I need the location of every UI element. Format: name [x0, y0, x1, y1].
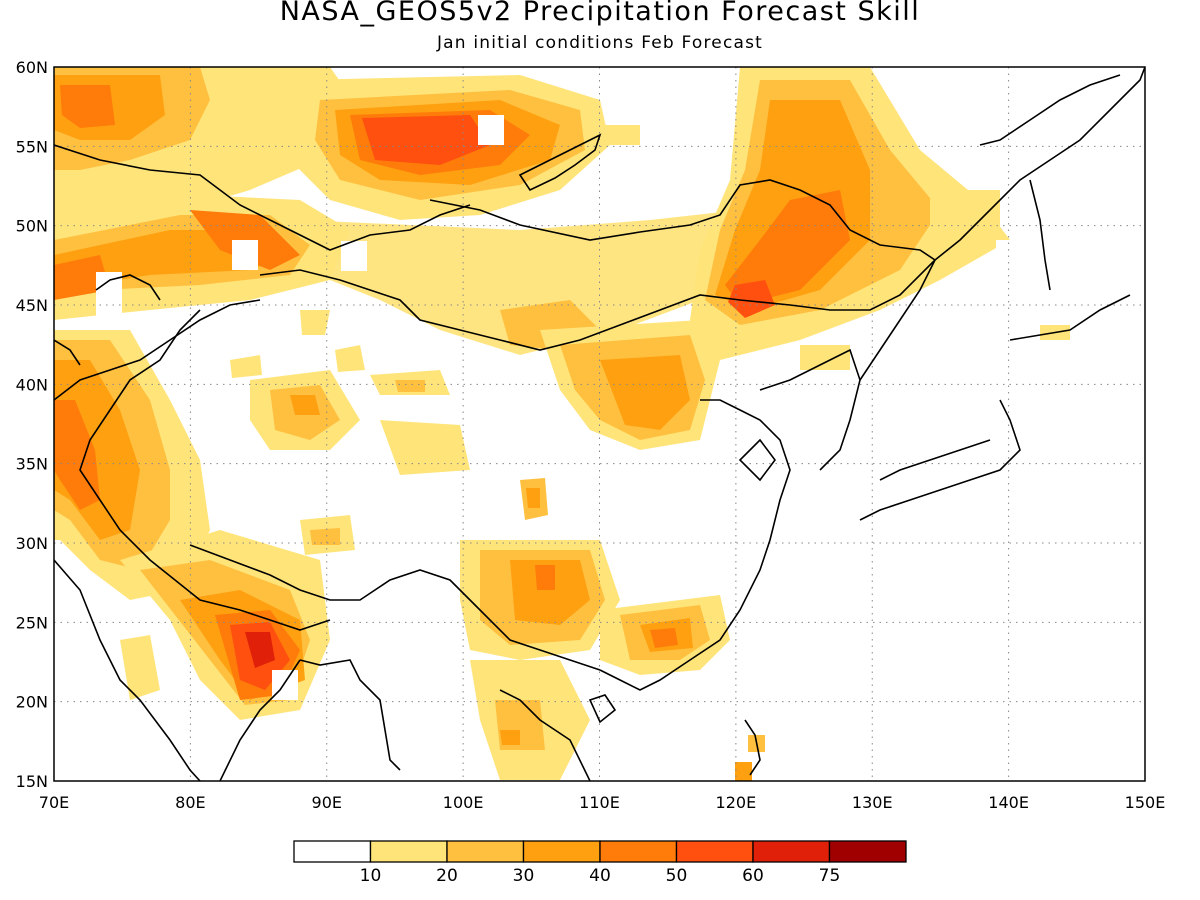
legend-swatch [446, 840, 525, 863]
skill-region-southeast-china [600, 595, 765, 781]
axis-ticks: 70E 80E 90E 100E 110E 120E 130E 140E 150E 60N 55N 5… [16, 58, 1166, 812]
missing-data-boxes [96, 115, 1010, 700]
legend-label: 75 [819, 866, 841, 886]
lat-tick-label: 50N [16, 217, 48, 236]
lon-tick-label: 110E [579, 793, 620, 812]
legend-label: 20 [436, 866, 458, 886]
lat-tick-label: 25N [16, 613, 48, 632]
lat-tick-label: 15N [16, 772, 48, 791]
plot-frame [53, 66, 1146, 782]
lat-tick-label: 30N [16, 534, 48, 553]
coastlines-borders [54, 67, 1145, 781]
lon-tick-label: 120E [716, 793, 757, 812]
map-title: NASA_GEOS5v2 Precipitation Forecast Skil… [279, 0, 921, 27]
lon-tick-label: 90E [312, 793, 342, 812]
skill-region-north-china [540, 320, 720, 450]
legend-label: 30 [513, 866, 535, 886]
skill-region-pakistan [54, 330, 210, 600]
lat-tick-label: 20N [16, 693, 48, 712]
legend-swatch [599, 840, 678, 863]
legend-swatch [293, 840, 372, 863]
lon-tick-label: 100E [443, 793, 484, 812]
skill-region-southwest-china [460, 540, 620, 780]
lat-tick-label: 35N [16, 455, 48, 474]
skill-region-balkhash [54, 195, 350, 320]
legend-swatch [522, 840, 601, 863]
legend-swatch [828, 840, 907, 863]
legend-swatch [752, 840, 831, 863]
legend-swatch [369, 840, 448, 863]
skill-region-central-asia [230, 310, 548, 520]
lon-tick-label: 140E [988, 793, 1029, 812]
legend-label: 10 [360, 866, 382, 886]
lat-tick-label: 45N [16, 296, 48, 315]
lon-tick-label: 150E [1125, 793, 1166, 812]
legend-label: 50 [666, 866, 688, 886]
skill-region-altai [290, 75, 610, 220]
lon-tick-label: 80E [175, 793, 205, 812]
lon-tick-label: 130E [852, 793, 893, 812]
skill-fill-layer [54, 67, 1070, 781]
lat-tick-label: 40N [16, 375, 48, 394]
lat-tick-label: 60N [16, 58, 48, 77]
map-subtitle: Jan initial conditions Feb Forecast [436, 33, 764, 53]
legend-swatch [675, 840, 754, 863]
skill-region-manchuria [690, 67, 1010, 360]
legend-label: 40 [589, 866, 611, 886]
color-legend: 10 20 30 40 50 60 75 [293, 840, 907, 886]
legend-label: 60 [742, 866, 764, 886]
lon-tick-label: 70E [39, 793, 69, 812]
lat-tick-label: 55N [16, 137, 48, 156]
